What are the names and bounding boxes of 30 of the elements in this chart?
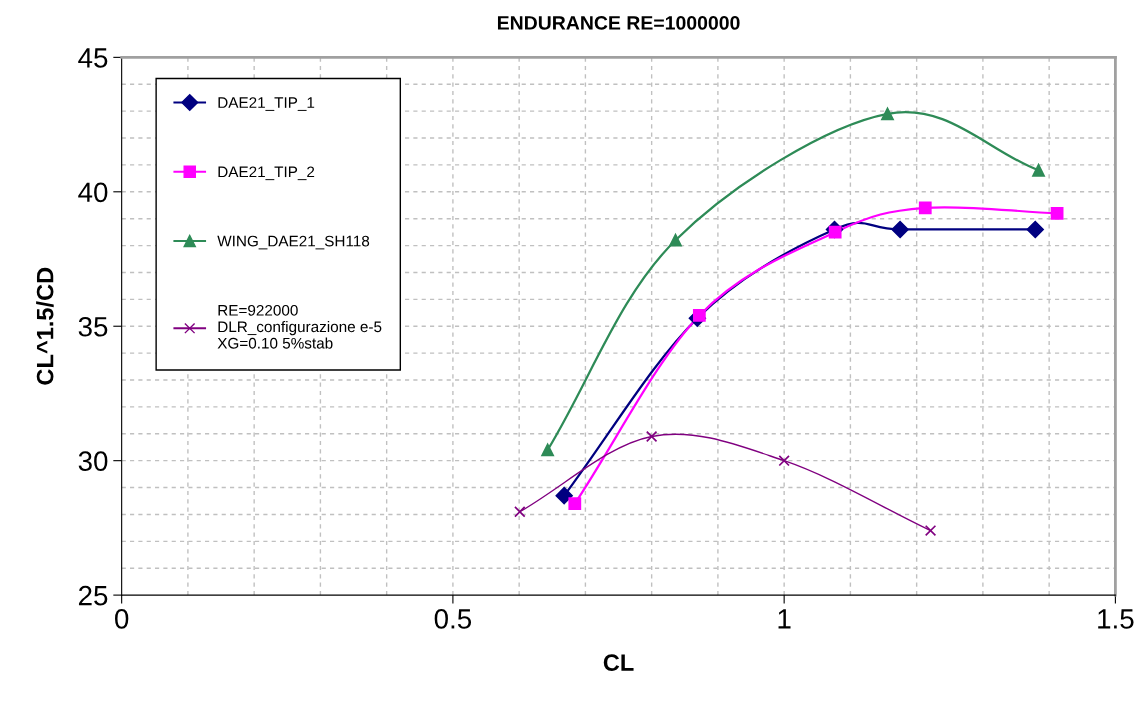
legend-label: WING_DAE21_SH118	[217, 235, 370, 250]
point	[1026, 220, 1044, 239]
point	[669, 233, 682, 247]
x-tick-label: 1.5	[1098, 609, 1134, 629]
x-tick-label: 1	[778, 609, 791, 629]
x-tick-label: 0	[115, 609, 129, 629]
y-tick-label: 30	[78, 451, 108, 472]
point	[1032, 163, 1045, 177]
legend-label: DAE21_TIP_2	[218, 166, 315, 181]
point	[924, 524, 937, 537]
point	[891, 220, 909, 239]
point	[918, 201, 932, 215]
legend-label: DAE21_TIP_1	[218, 97, 315, 111]
point	[555, 486, 573, 505]
legend-label: RE=922000 DLR_configurazione e-5 XG=0.10 5%stab	[217, 304, 382, 349]
point	[568, 497, 582, 511]
y-tick-label: 35	[78, 316, 108, 337]
point	[881, 107, 894, 121]
x-axis-title: CL	[603, 654, 634, 671]
x-tick-label: 0.5	[434, 609, 472, 629]
y-axis-title: CL^1.5/CD	[36, 267, 54, 385]
point	[778, 454, 790, 467]
y-tick-label: 45	[78, 48, 108, 68]
y-tick-label: 40	[78, 182, 108, 203]
chart-title: ENDURANCE RE=1000000	[497, 16, 740, 30]
point	[1050, 206, 1064, 220]
point	[514, 506, 526, 518]
point	[645, 430, 658, 443]
point	[541, 443, 555, 457]
y-tick-label: 25	[78, 585, 108, 606]
